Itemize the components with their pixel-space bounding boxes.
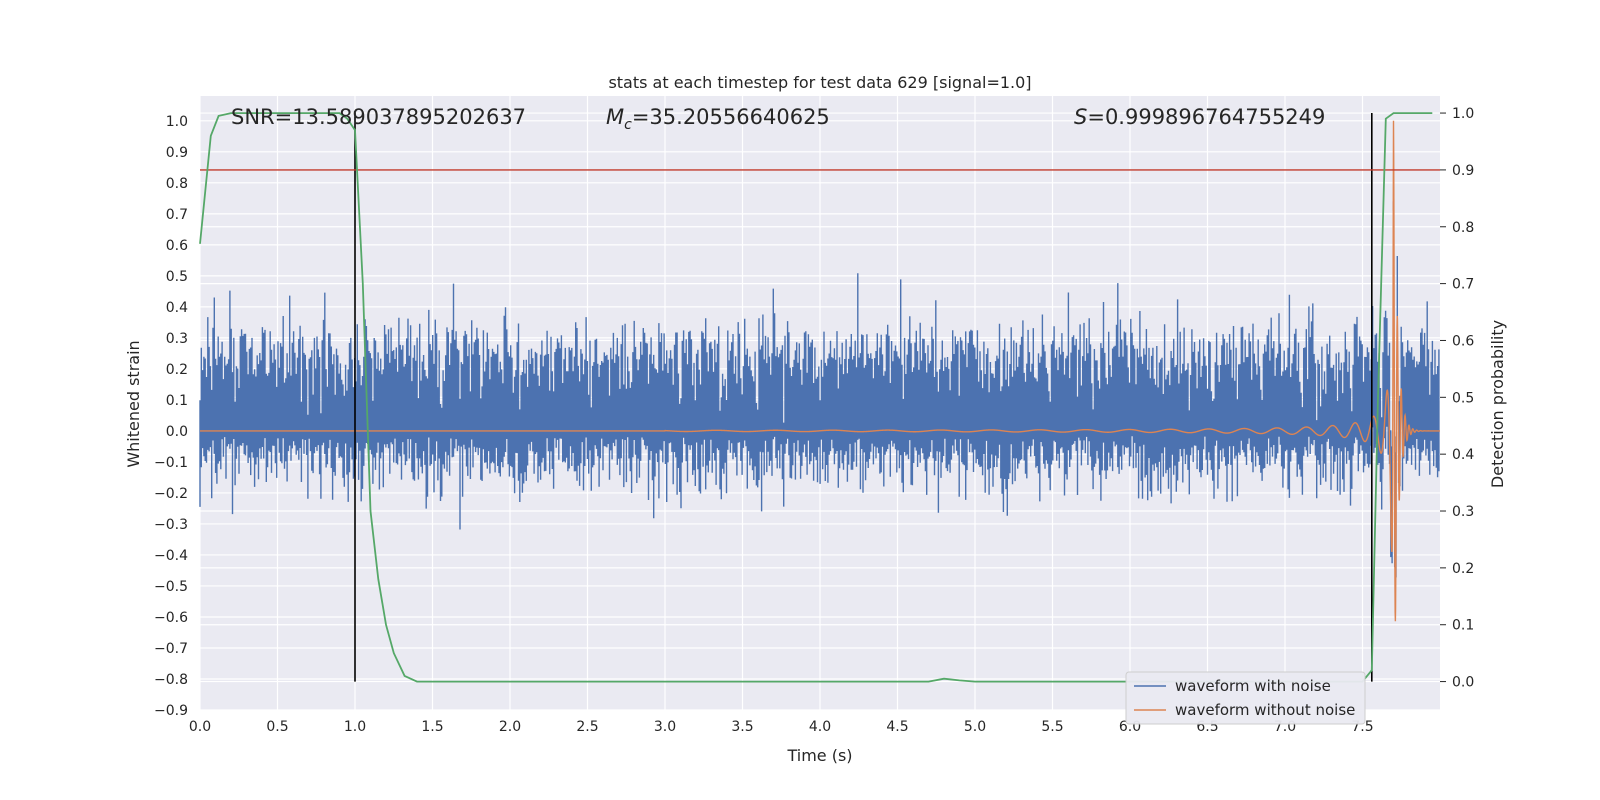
y-right-tick-label: 0.0: [1452, 675, 1474, 691]
chirp-mass-annotation: Mc=35.20556640625: [606, 105, 830, 133]
y-right-tick-label: 0.2: [1452, 561, 1474, 577]
y-right-tick-label: 0.6: [1452, 333, 1474, 349]
y-left-tick-label: −0.3: [154, 517, 188, 533]
chart-title: stats at each timestep for test data 629…: [608, 73, 1031, 92]
y-left-tick-label: −0.2: [154, 486, 188, 502]
x-tick-label: 3.5: [731, 719, 753, 735]
x-tick-label: 0.0: [189, 719, 211, 735]
noise-trace: [199, 201, 1440, 578]
series-waveform-with-noise: [199, 201, 1440, 578]
score-annotation: S=0.999896764755249: [1074, 105, 1325, 129]
legend: waveform with noise waveform without noi…: [1125, 671, 1366, 725]
x-tick-label: 2.0: [499, 719, 521, 735]
y-left-tick-label: −0.4: [154, 548, 188, 564]
x-tick-label: 3.0: [654, 719, 676, 735]
series-detection-probability: [199, 112, 1433, 683]
y-left-tick-label: −0.7: [154, 641, 188, 657]
y-left-tick-label: 0.4: [166, 300, 188, 316]
y-left-axis-label: Whitened strain: [124, 340, 143, 467]
x-tick-label: 5.0: [964, 719, 986, 735]
legend-box: [1125, 671, 1366, 725]
x-tick-label: 0.5: [266, 719, 288, 735]
x-tick-label: 2.5: [576, 719, 598, 735]
clean-trace: [200, 120, 1440, 622]
y-left-tick-label: −0.9: [154, 703, 188, 719]
y-left-tick-label: −0.6: [154, 610, 188, 626]
y-right-tick-label: 0.3: [1452, 504, 1474, 520]
y-right-axis-label: Detection probability: [1488, 320, 1507, 488]
y-left-tick-label: 0.6: [166, 238, 188, 254]
y-right-tick-label: 0.7: [1452, 277, 1474, 293]
y-right-tick-label: 0.4: [1452, 447, 1474, 463]
legend-label-clean: waveform without noise: [1175, 701, 1355, 719]
snr-annotation: SNR=13.589037895202637: [231, 105, 526, 129]
y-right-tick-label: 0.8: [1452, 220, 1474, 236]
x-tick-label: 4.5: [886, 719, 908, 735]
y-left-tick-label: 0.1: [166, 393, 188, 409]
y-left-tick-label: 0.0: [166, 424, 188, 440]
y-left-tick-label: 0.9: [166, 145, 188, 161]
y-left-tick-label: 0.5: [166, 269, 188, 285]
y-right-tick-label: 0.1: [1452, 618, 1474, 634]
x-tick-label: 4.0: [809, 719, 831, 735]
y-left-tick-label: 0.2: [166, 362, 188, 378]
series-waveform-without-noise: [200, 120, 1440, 622]
y-right-tick-label: 0.5: [1452, 390, 1474, 406]
y-left-tick-label: 0.8: [166, 176, 188, 192]
y-left-tick-label: 0.7: [166, 207, 188, 223]
probability-trace: [199, 112, 1433, 683]
y-left-tick-labels: −0.9 −0.8 −0.7 −0.6 −0.5 −0.4 −0.3 −0.2 −0.1 0.0 0…: [154, 114, 188, 719]
x-tick-label: 1.5: [421, 719, 443, 735]
x-tick-label: 5.5: [1041, 719, 1063, 735]
x-axis-label: Time (s): [786, 746, 852, 765]
y-left-tick-label: 0.3: [166, 331, 188, 347]
legend-label-noise: waveform with noise: [1175, 677, 1331, 695]
vertical-markers: [354, 113, 1373, 682]
y-left-tick-label: −0.8: [154, 672, 188, 688]
y-left-tick-label: 1.0: [166, 114, 188, 130]
y-right-tick-label: 1.0: [1452, 106, 1474, 122]
y-left-tick-label: −0.1: [154, 455, 188, 471]
y-right-tick-labels: 0.0 0.1 0.2 0.3 0.4 0.5 0.6 0.7 0.8 0.9 1.0: [1440, 106, 1474, 691]
y-left-tick-label: −0.5: [154, 579, 188, 595]
x-tick-label: 1.0: [344, 719, 366, 735]
y-right-tick-label: 0.9: [1452, 163, 1474, 179]
